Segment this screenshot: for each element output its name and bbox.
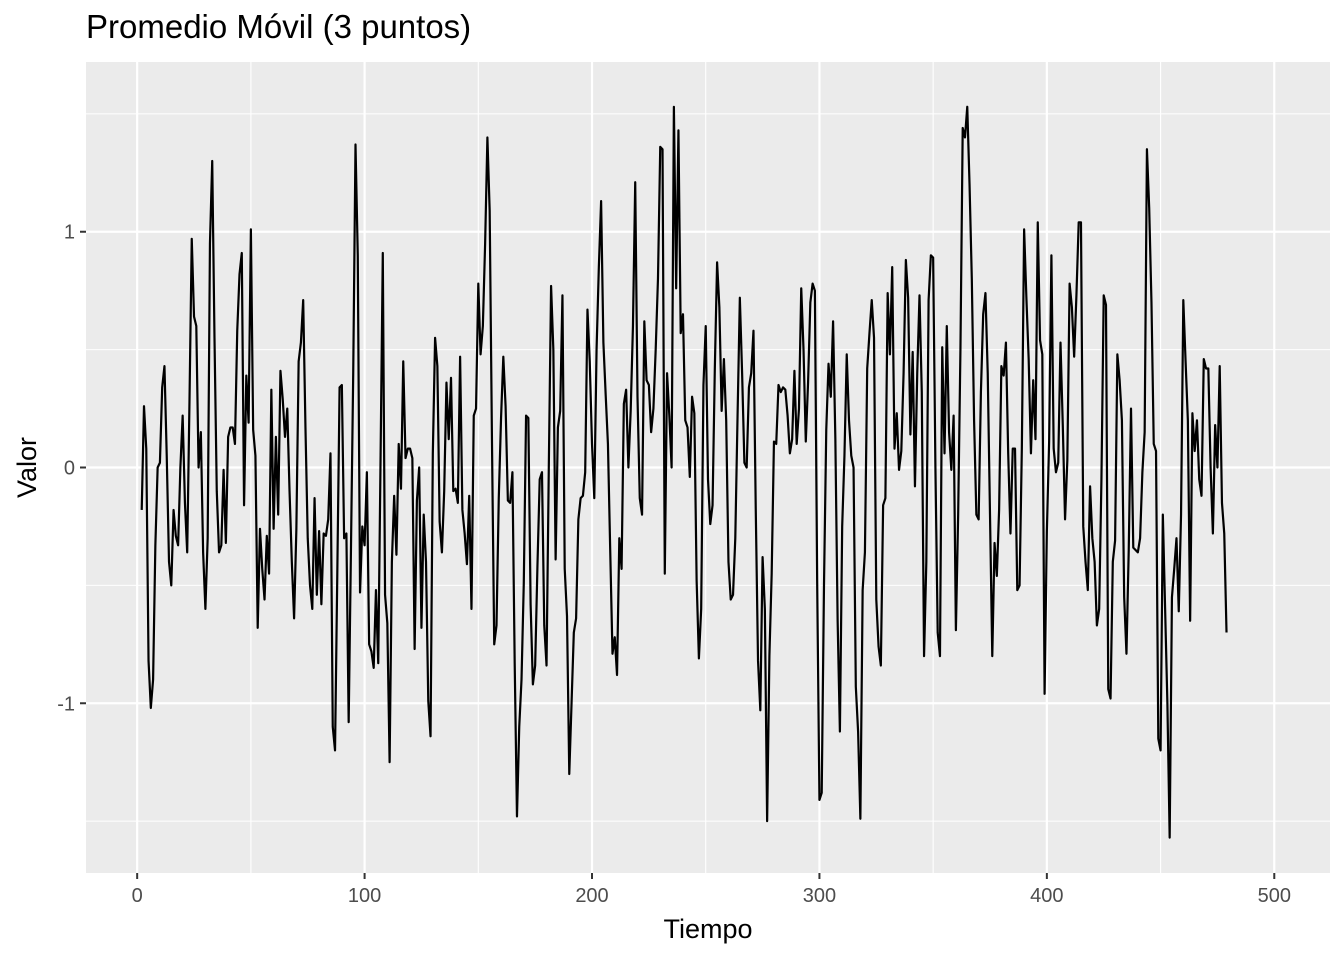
x-tick-label: 500 xyxy=(1258,885,1291,907)
x-tick-label: 100 xyxy=(348,885,381,907)
y-axis-title: Valor xyxy=(12,437,42,498)
series-line xyxy=(140,105,1228,839)
y-axis-ticks: -1 0 1 xyxy=(57,222,86,715)
chart-title: Promedio Móvil (3 puntos) xyxy=(86,8,472,45)
x-tick-label: 400 xyxy=(1030,885,1063,907)
x-tick-label: 0 xyxy=(132,885,143,907)
x-axis-title: Tiempo xyxy=(663,914,752,944)
x-axis-ticks: 0 100 200 300 400 500 xyxy=(132,873,1291,907)
y-tick-label: 0 xyxy=(64,458,75,480)
x-tick-label: 200 xyxy=(575,885,608,907)
minor-gridlines xyxy=(86,62,1330,873)
x-tick-label: 300 xyxy=(803,885,836,907)
y-tick-label: 1 xyxy=(64,222,75,244)
y-tick-label: -1 xyxy=(57,693,75,715)
